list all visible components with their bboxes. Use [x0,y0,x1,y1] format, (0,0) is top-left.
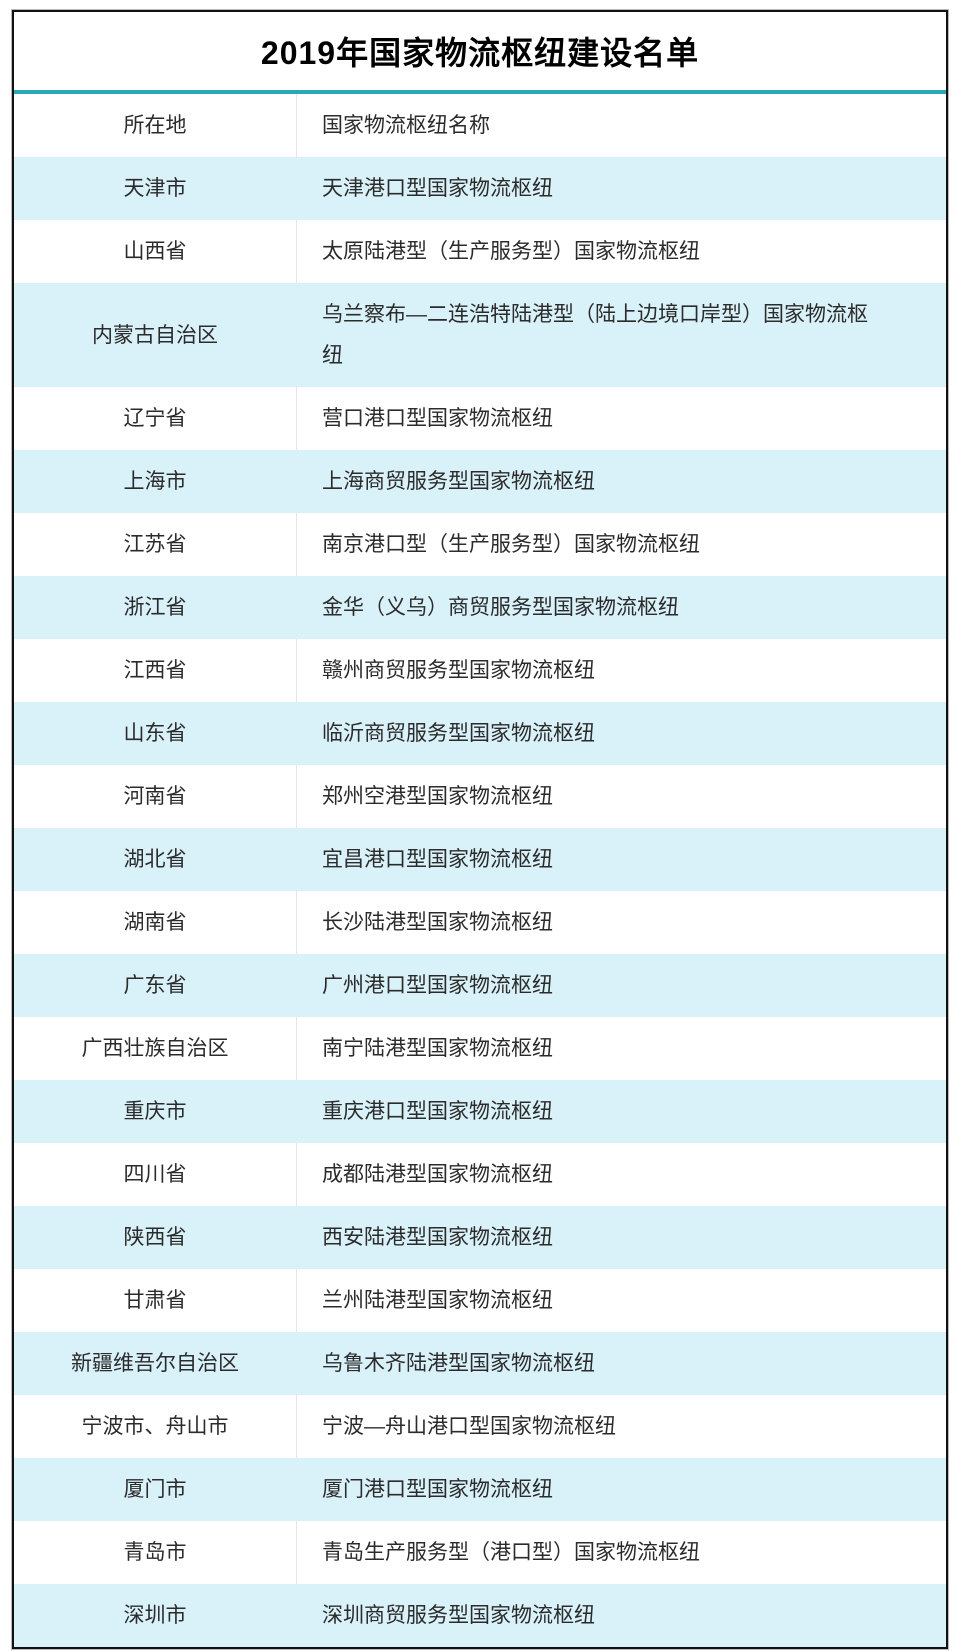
column-header-hub-name: 国家物流枢纽名称 [322,114,490,137]
province-cell: 厦门市 [123,1478,187,1501]
hub-name-cell: 深圳商贸服务型国家物流枢纽 [322,1604,595,1627]
hub-name-cell: 长沙陆港型国家物流枢纽 [322,911,553,934]
table-row: 陕西省 西安陆港型国家物流枢纽 [14,1206,946,1269]
table-row: 上海市 上海商贸服务型国家物流枢纽 [14,450,946,513]
hub-name-cell: 乌鲁木齐陆港型国家物流枢纽 [322,1352,595,1375]
hub-name-cell: 乌兰察布—二连浩特陆港型（陆上边境口岸型）国家物流枢纽 [322,303,868,367]
header-row: 所在地 国家物流枢纽名称 [14,94,946,157]
province-cell: 内蒙古自治区 [92,323,218,347]
hub-name-cell: 成都陆港型国家物流枢纽 [322,1163,553,1186]
page-title: 2019年国家物流枢纽建设名单 [260,35,700,71]
province-cell: 广东省 [123,974,187,997]
hub-name-cell: 重庆港口型国家物流枢纽 [322,1100,553,1123]
province-cell: 辽宁省 [14,387,297,450]
table-row: 四川省 成都陆港型国家物流枢纽 [14,1143,946,1206]
table-row: 广西壮族自治区 南宁陆港型国家物流枢纽 [14,1017,946,1080]
table-row: 深圳市 深圳商贸服务型国家物流枢纽 [14,1584,946,1647]
hub-name-cell: 上海商贸服务型国家物流枢纽 [322,470,595,493]
table-row: 山东省 临沂商贸服务型国家物流枢纽 [14,702,946,765]
table-row: 内蒙古自治区 乌兰察布—二连浩特陆港型（陆上边境口岸型）国家物流枢纽 [14,283,946,387]
hub-name-cell: 南宁陆港型国家物流枢纽 [322,1037,553,1060]
province-cell: 湖南省 [14,891,297,954]
hub-name-cell: 宜昌港口型国家物流枢纽 [322,848,553,871]
logistics-table-body: 天津市 天津港口型国家物流枢纽 山西省 太原陆港型（生产服务型）国家物流枢纽 内… [14,157,946,1647]
province-cell: 山东省 [123,722,187,745]
column-header-location: 所在地 [14,94,297,157]
logistics-table: 2019年国家物流枢纽建设名单 所在地 国家物流枢纽名称 天津市 天津港口型国家… [12,10,948,1649]
hub-name-cell: 西安陆港型国家物流枢纽 [322,1226,553,1249]
hub-name-cell: 天津港口型国家物流枢纽 [322,177,553,200]
hub-name-cell: 太原陆港型（生产服务型）国家物流枢纽 [322,240,700,263]
table-row: 辽宁省 营口港口型国家物流枢纽 [14,387,946,450]
province-cell: 浙江省 [123,596,187,619]
hub-name-cell: 宁波—舟山港口型国家物流枢纽 [322,1415,616,1438]
table-row: 宁波市、舟山市 宁波—舟山港口型国家物流枢纽 [14,1395,946,1458]
table-row: 甘肃省 兰州陆港型国家物流枢纽 [14,1269,946,1332]
hub-name-cell: 郑州空港型国家物流枢纽 [322,785,553,808]
table-row: 青岛市 青岛生产服务型（港口型）国家物流枢纽 [14,1521,946,1584]
table-title-block: 2019年国家物流枢纽建设名单 [14,12,946,90]
table-row: 广东省 广州港口型国家物流枢纽 [14,954,946,1017]
hub-name-cell: 赣州商贸服务型国家物流枢纽 [322,659,595,682]
table-row: 新疆维吾尔自治区 乌鲁木齐陆港型国家物流枢纽 [14,1332,946,1395]
table-row: 厦门市 厦门港口型国家物流枢纽 [14,1458,946,1521]
hub-name-cell: 临沂商贸服务型国家物流枢纽 [322,722,595,745]
province-cell: 山西省 [14,220,297,283]
province-cell: 四川省 [14,1143,297,1206]
province-cell: 上海市 [123,470,187,493]
province-cell: 重庆市 [123,1100,187,1123]
province-cell: 湖北省 [123,848,187,871]
hub-name-cell: 厦门港口型国家物流枢纽 [322,1478,553,1501]
table-row: 河南省 郑州空港型国家物流枢纽 [14,765,946,828]
table-row: 天津市 天津港口型国家物流枢纽 [14,157,946,220]
accent-divider-line [14,90,946,94]
table-row: 浙江省 金华（义乌）商贸服务型国家物流枢纽 [14,576,946,639]
hub-name-cell: 兰州陆港型国家物流枢纽 [322,1289,553,1312]
table-row: 湖北省 宜昌港口型国家物流枢纽 [14,828,946,891]
hub-name-cell: 青岛生产服务型（港口型）国家物流枢纽 [322,1541,700,1564]
province-cell: 河南省 [14,765,297,828]
province-cell: 天津市 [123,177,187,200]
hub-name-cell: 南京港口型（生产服务型）国家物流枢纽 [322,533,700,556]
table-row: 江苏省 南京港口型（生产服务型）国家物流枢纽 [14,513,946,576]
table-row: 山西省 太原陆港型（生产服务型）国家物流枢纽 [14,220,946,283]
hub-name-cell: 金华（义乌）商贸服务型国家物流枢纽 [322,596,679,619]
province-cell: 江西省 [14,639,297,702]
province-cell: 甘肃省 [14,1269,297,1332]
table-row: 江西省 赣州商贸服务型国家物流枢纽 [14,639,946,702]
province-cell: 青岛市 [14,1521,297,1584]
table-row: 湖南省 长沙陆港型国家物流枢纽 [14,891,946,954]
table-row: 重庆市 重庆港口型国家物流枢纽 [14,1080,946,1143]
hub-name-cell: 营口港口型国家物流枢纽 [322,407,553,430]
province-cell: 江苏省 [14,513,297,576]
province-cell: 深圳市 [123,1604,187,1627]
hub-name-cell: 广州港口型国家物流枢纽 [322,974,553,997]
province-cell: 广西壮族自治区 [14,1017,297,1080]
province-cell: 新疆维吾尔自治区 [71,1352,239,1375]
province-cell: 宁波市、舟山市 [14,1395,297,1458]
province-cell: 陕西省 [123,1226,187,1249]
